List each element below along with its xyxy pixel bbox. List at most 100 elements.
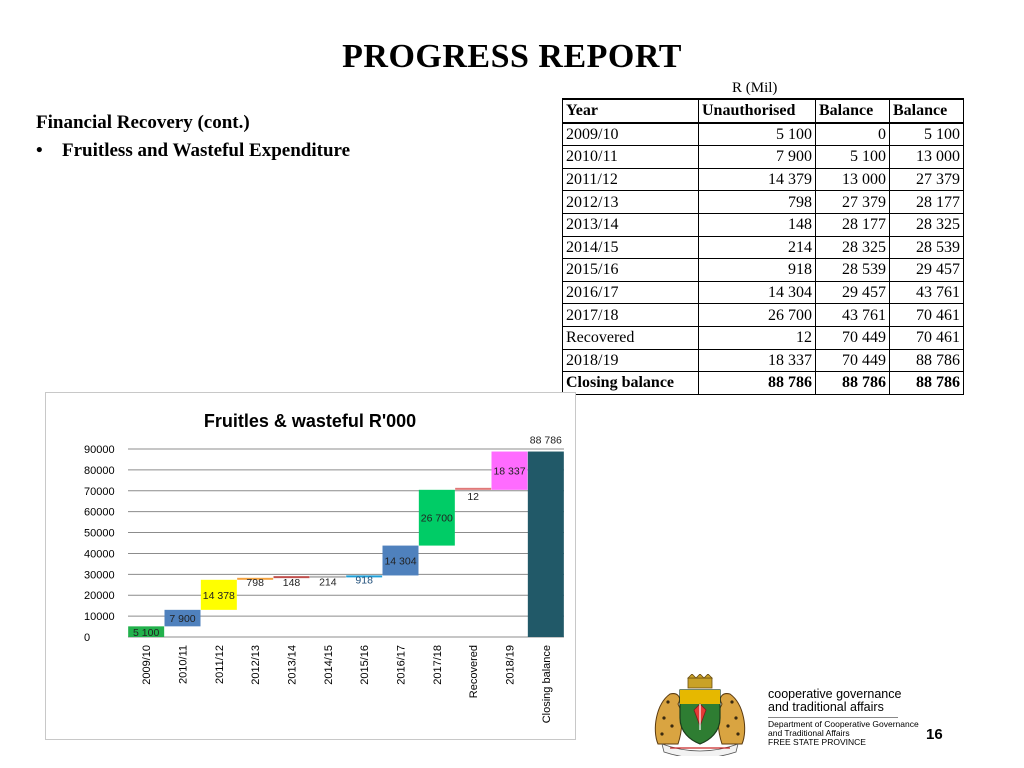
waterfall-bar	[455, 487, 492, 490]
y-tick-label: 10000	[84, 611, 115, 623]
table-row: 2009/10 5 100 0 5 100	[562, 122, 964, 147]
table-cell: 2014/15	[562, 235, 699, 260]
y-tick-label: 70000	[84, 486, 115, 498]
table-cell: 13 000	[815, 167, 890, 192]
dept-name-line: and traditional affairs	[768, 700, 884, 714]
table-cell: 2010/11	[562, 145, 699, 169]
page-number: 16	[926, 726, 943, 743]
section-subtitle: Financial Recovery (cont.)	[36, 112, 250, 133]
x-category-label: 2013/14	[287, 645, 299, 685]
table-cell: 214	[698, 235, 816, 260]
table-row: Recovered 12 70 449 70 461	[562, 325, 964, 350]
y-tick-label: 90000	[84, 444, 115, 456]
data-label: 918	[355, 574, 373, 586]
waterfall-bar	[491, 451, 528, 490]
table-cell: 918	[698, 258, 816, 282]
y-tick-label: 50000	[84, 528, 115, 540]
table-cell: 27 379	[889, 167, 964, 192]
data-label: 18 337	[493, 466, 525, 478]
y-tick-label: 20000	[84, 590, 115, 602]
table-cell: 28 539	[815, 258, 890, 282]
table-cell: 2009/10	[562, 122, 699, 147]
waterfall-bar	[418, 489, 455, 546]
table-cell: 28 325	[815, 235, 890, 260]
waterfall-bar	[273, 576, 310, 579]
department-name-block: cooperative governance and traditional a…	[768, 688, 919, 747]
table-body: Year Unauthorised Balance Balance 2009/1…	[562, 98, 964, 395]
y-tick-label: 80000	[84, 465, 115, 477]
x-category-label: 2012/13	[250, 645, 262, 685]
unit-label: R (Mil)	[732, 80, 778, 96]
table-cell: 2015/16	[562, 258, 699, 282]
table-cell: 18 337	[698, 348, 816, 373]
y-tick-label: 30000	[84, 569, 115, 581]
bullet-item: • Fruitless and Wasteful Expenditure	[36, 140, 350, 162]
data-label: 7 900	[169, 613, 195, 625]
coat-of-arms-logo	[654, 674, 746, 756]
table-cell: 14 379	[698, 167, 816, 192]
y-tick-label: 0	[84, 632, 90, 644]
table-total-row: Closing balance 88 786 88 786 88 786	[562, 371, 964, 395]
table-cell: 12	[698, 325, 816, 350]
dept-name-line: cooperative governance	[768, 687, 902, 701]
table-cell: 88 786	[698, 371, 816, 395]
table-cell: 13 000	[889, 145, 964, 169]
waterfall-bar	[200, 579, 237, 610]
table-row: 2017/18 26 700 43 761 70 461	[562, 303, 964, 327]
x-category-label: 2016/17	[396, 645, 408, 685]
dept-subtitle-line: and Traditional Affairs	[768, 728, 850, 738]
table-cell: 798	[698, 190, 816, 214]
x-category-label: 2009/10	[141, 645, 153, 685]
waterfall-bar	[346, 575, 383, 578]
x-category-label: 2018/19	[505, 645, 517, 685]
table-cell: 2013/14	[562, 212, 699, 237]
x-category-label: Recovered	[468, 645, 480, 698]
chart-title: Fruitles & wasteful R'000	[204, 411, 416, 431]
table-row: 2011/12 14 379 13 000 27 379	[562, 167, 964, 192]
table-cell: 2011/12	[562, 167, 699, 192]
table-cell: 5 100	[889, 122, 964, 147]
bullet-dot-icon: •	[36, 140, 43, 161]
table-cell: 27 379	[815, 190, 890, 214]
table-cell: 148	[698, 212, 816, 237]
dept-subtitle-line: FREE STATE PROVINCE	[768, 737, 866, 747]
table-cell: 43 761	[815, 303, 890, 327]
data-label: 88 786	[530, 435, 562, 447]
table-cell: 2018/19	[562, 348, 699, 373]
table-cell: 28 325	[889, 212, 964, 237]
dept-subtitle-line: Department of Cooperative Governance	[768, 719, 919, 729]
table-cell: 70 449	[815, 348, 890, 373]
table-cell: 26 700	[698, 303, 816, 327]
expenditure-table: Year Unauthorised Balance Balance 2009/1…	[562, 98, 964, 395]
table-cell: 28 177	[889, 190, 964, 214]
waterfall-bar	[382, 545, 419, 576]
data-label: 148	[283, 577, 301, 589]
table-header-cell: Balance	[889, 98, 964, 124]
table-cell: Closing balance	[562, 371, 699, 395]
table-header-cell: Year	[562, 98, 699, 124]
table-row: 2015/16 918 28 539 29 457	[562, 258, 964, 282]
table-cell: 2016/17	[562, 280, 699, 305]
data-label: 26 700	[421, 513, 453, 525]
table-row: 2016/17 14 304 29 457 43 761	[562, 280, 964, 305]
table-cell: 2012/13	[562, 190, 699, 214]
table-cell: 43 761	[889, 280, 964, 305]
x-category-label: Closing balance	[541, 645, 553, 723]
dept-divider	[768, 717, 898, 718]
table-header-cell: Balance	[815, 98, 890, 124]
table-cell: 88 786	[889, 371, 964, 395]
waterfall-bar	[237, 577, 274, 580]
table-row: 2012/13 798 27 379 28 177	[562, 190, 964, 214]
table-header-row: Year Unauthorised Balance Balance	[562, 98, 964, 124]
table-cell: 29 457	[889, 258, 964, 282]
table-row: 2013/14 148 28 177 28 325	[562, 212, 964, 237]
data-label: 14 378	[203, 590, 235, 602]
table-row: 2010/11 7 900 5 100 13 000	[562, 145, 964, 169]
page-title: PROGRESS REPORT	[342, 38, 682, 75]
table-cell: 2017/18	[562, 303, 699, 327]
waterfall-bar	[164, 609, 201, 627]
y-tick-label: 60000	[84, 507, 115, 519]
table-cell: 14 304	[698, 280, 816, 305]
data-label: 214	[319, 576, 337, 588]
x-category-label: 2015/16	[359, 645, 371, 685]
